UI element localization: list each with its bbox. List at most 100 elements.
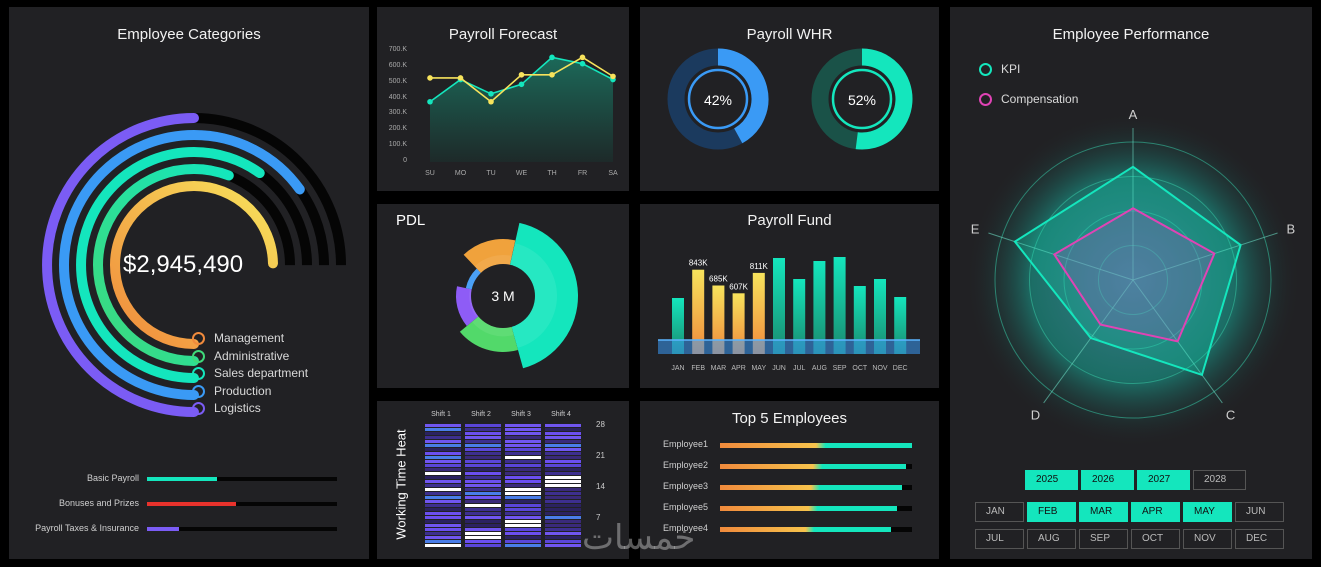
heat-cell — [505, 536, 541, 539]
heat-cell — [505, 488, 541, 491]
heat-cell — [465, 440, 501, 443]
arc-management — [110, 180, 278, 349]
forecast-chart — [427, 54, 616, 162]
bar-fill — [147, 502, 237, 506]
legend-label: Administrative — [214, 348, 290, 363]
month-button-mar[interactable]: MAR — [1079, 502, 1128, 522]
month-button-jul[interactable]: JUL — [975, 529, 1024, 549]
heat-grid — [425, 424, 581, 547]
legend-item-administrative: Administrative — [192, 349, 289, 363]
heat-cell — [465, 476, 501, 479]
forecast-ytick: 600.K — [388, 61, 407, 69]
month-button-jun[interactable]: JUN — [1235, 502, 1284, 522]
month-button-dec[interactable]: DEC — [1235, 529, 1284, 549]
heat-cell — [505, 424, 541, 427]
year-button-2026[interactable]: 2026 — [1081, 470, 1134, 490]
heat-cell — [505, 496, 541, 499]
heat-cell — [465, 528, 501, 531]
heat-cell — [545, 432, 581, 435]
heat-cell — [425, 448, 461, 451]
forecast-xtick: WE — [515, 170, 528, 177]
fund-data-label: 685K — [709, 275, 728, 284]
heat-cell — [425, 464, 461, 467]
month-button-jan[interactable]: JAN — [975, 502, 1024, 522]
forecast-point — [549, 54, 555, 61]
fund-xtick: JUL — [793, 365, 806, 372]
heat-cell — [505, 528, 541, 531]
month-button-may[interactable]: MAY — [1183, 502, 1232, 522]
heat-ytick: 14 — [596, 482, 605, 491]
heat-cell — [545, 540, 581, 543]
whr-progress — [855, 48, 913, 150]
payroll-fund-title: Payroll Fund — [747, 212, 832, 229]
category-arcs — [42, 113, 347, 417]
heat-cell — [465, 524, 501, 527]
legend-ring-icon — [979, 63, 992, 77]
employee-performance-panel: Employee Performance KPI Compensation A B C… — [950, 7, 1312, 559]
month-button-nov[interactable]: NOV — [1183, 529, 1232, 549]
top5-panel: Top 5 Employees Employee1 Employee2 Employ… — [640, 401, 939, 559]
heat-cell — [425, 544, 461, 547]
month-button-aug[interactable]: AUG — [1027, 529, 1076, 549]
employee-categories-title: Employee Categories — [117, 26, 261, 43]
heat-cell — [545, 472, 581, 475]
month-button-apr[interactable]: APR — [1131, 502, 1180, 522]
fund-data-label: 811K — [750, 262, 769, 271]
radar-axis-label: A — [1129, 107, 1138, 122]
year-button-2025[interactable]: 2025 — [1025, 470, 1078, 490]
month-button-oct[interactable]: OCT — [1131, 529, 1180, 549]
employee-label: Employee5 — [663, 502, 709, 512]
year-button-2027[interactable]: 2027 — [1137, 470, 1190, 490]
forecast-ytick: 200.K — [388, 125, 407, 133]
heat-cell — [505, 512, 541, 515]
whr-left-percent: 42% — [703, 92, 733, 108]
legend-item-sales-department: Sales department — [192, 366, 308, 381]
heat-cell — [505, 432, 541, 435]
bar-label: Payroll Taxes & Insurance — [35, 523, 139, 533]
performance-radar: A B C D E — [965, 107, 1301, 447]
heat-cell — [545, 484, 581, 487]
heat-cell — [505, 428, 541, 431]
forecast-point — [457, 75, 464, 81]
heat-cell — [545, 528, 581, 531]
heat-shift-label: Shift 1 — [431, 411, 451, 418]
heat-cell — [465, 432, 501, 435]
fund-xtick: MAR — [711, 365, 727, 372]
whr-inner — [830, 67, 894, 131]
fund-bar-sep — [833, 257, 846, 354]
heat-cell — [465, 544, 501, 547]
heat-cell — [505, 460, 541, 463]
month-button-sep[interactable]: SEP — [1079, 529, 1128, 549]
fund-xtick: SEP — [833, 365, 847, 372]
heat-shift-label: Shift 4 — [551, 411, 571, 418]
year-button-2028[interactable]: 2028 — [1193, 470, 1246, 490]
forecast-xtick: MO — [454, 170, 467, 177]
employee-bar-track — [720, 485, 912, 490]
heat-cell — [545, 492, 581, 495]
heat-cell — [505, 456, 541, 459]
radar-axis — [1043, 279, 1134, 404]
forecast-xtick: SU — [425, 170, 435, 177]
legend-label: KPI — [1001, 62, 1021, 76]
arc-track-logistics — [193, 113, 347, 266]
employee-bar-fill — [720, 485, 903, 490]
heat-cell — [425, 536, 461, 539]
heat-cell — [465, 540, 501, 543]
heat-cell — [465, 520, 501, 523]
employee-label: Employee4 — [663, 523, 709, 533]
heat-cell — [465, 488, 501, 491]
pdl-slice-0 — [508, 222, 578, 369]
forecast-point — [579, 54, 586, 61]
heat-cell — [545, 448, 581, 451]
bar-label: Bonuses and Prizes — [58, 498, 139, 508]
fund-xtick: MAY — [751, 365, 766, 372]
month-button-feb[interactable]: FEB — [1027, 502, 1076, 522]
heat-cell — [505, 440, 541, 443]
heat-cell — [505, 436, 541, 439]
whr-progress — [717, 48, 769, 144]
heat-cell — [465, 532, 501, 535]
legend-ring-icon — [192, 384, 205, 398]
heat-cell — [465, 512, 501, 515]
legend-label: Production — [214, 383, 272, 398]
radar-series-compensation — [1052, 207, 1216, 343]
